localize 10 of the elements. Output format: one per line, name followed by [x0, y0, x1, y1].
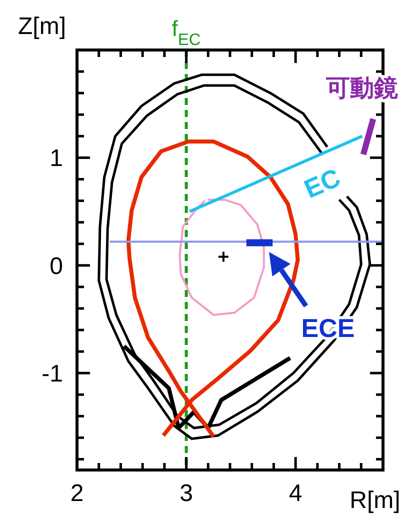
ref-line-label: f$_{EC}$ [172, 16, 201, 49]
y-tick-label: 0 [50, 252, 63, 280]
x-tick-label: 3 [180, 480, 193, 508]
y-tick-label: 1 [50, 145, 63, 172]
x-tick-label: 2 [70, 480, 84, 508]
annotation: EC [300, 162, 345, 204]
x-tick-label: 4 [288, 480, 302, 508]
x-axis-title: R[m] [350, 487, 400, 514]
y-axis-title: Z[m] [18, 13, 66, 40]
y-tick-label: -1 [42, 360, 63, 388]
